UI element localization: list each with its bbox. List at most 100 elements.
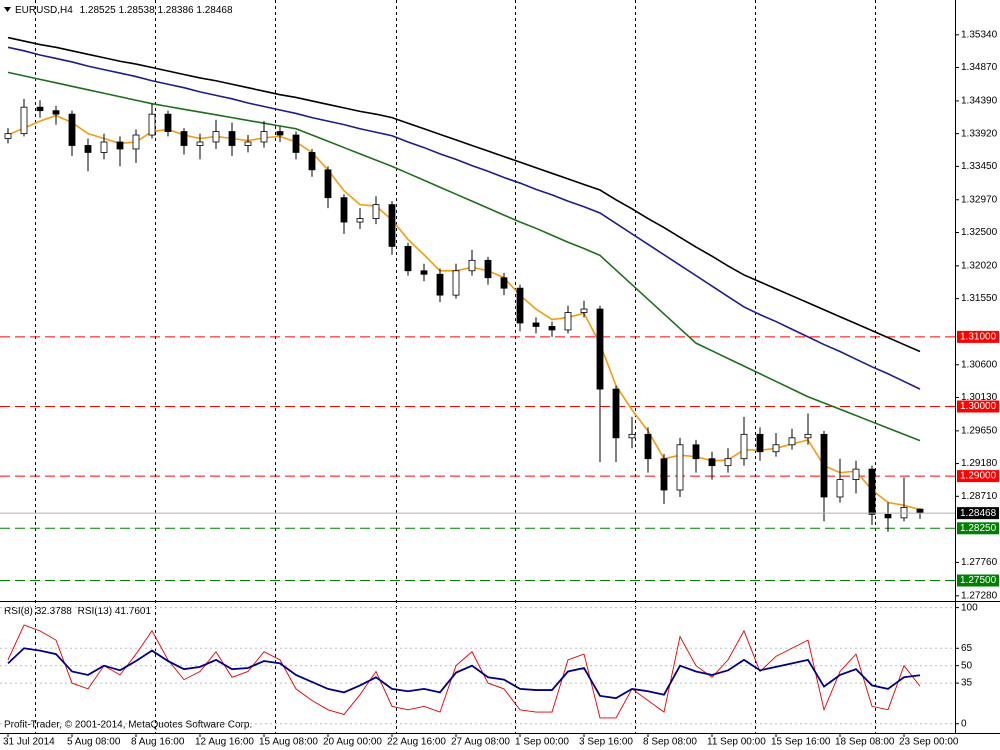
ohlc-open: 1.28525 [80, 5, 117, 16]
candle-body [116, 141, 124, 150]
y-tick-label: 1.29180 [961, 458, 998, 469]
collapse-icon [4, 7, 11, 12]
candle-body [724, 458, 732, 467]
candle-body [372, 204, 380, 219]
candle-body [836, 479, 844, 498]
candle-body [196, 141, 204, 146]
candle-body [164, 113, 172, 132]
candle-body [52, 110, 60, 115]
current-price-box [957, 507, 999, 520]
x-tick-label: 8 Aug 16:00 [131, 737, 185, 748]
candle-body [212, 131, 220, 143]
candle-body [788, 437, 796, 446]
ohlc-high: 1.28538 [119, 5, 156, 16]
y-tick-label: 1.30130 [961, 392, 998, 403]
moving-average [7, 36, 921, 353]
candle-body [148, 113, 156, 136]
candle-body [676, 444, 684, 491]
y-tick-label: 1.27760 [961, 557, 998, 568]
x-tick-label: 20 Aug 00:00 [323, 737, 382, 748]
candle-body [772, 444, 780, 453]
candle-body [708, 458, 716, 467]
level-label: 1.28250 [960, 523, 997, 534]
x-tick-label: 23 Sep 00:00 [899, 737, 959, 748]
series-name: RSI(8) [4, 606, 33, 617]
candle-body [548, 326, 556, 331]
candle-body [532, 322, 540, 327]
candle-body [612, 388, 620, 439]
y-tick-label: 50 [961, 660, 973, 671]
x-tick-label: 18 Sep 08:00 [835, 737, 895, 748]
x-tick-label: 5 Aug 08:00 [67, 737, 121, 748]
y-tick-label: 1.32500 [961, 227, 998, 238]
series-value: 32.3788 [36, 606, 73, 617]
candle-body [916, 508, 924, 514]
candle-body [516, 287, 524, 324]
candle-body [692, 444, 700, 460]
candle-body [68, 113, 76, 146]
level-label: 1.27500 [960, 575, 997, 586]
candle-body [356, 218, 364, 223]
candle-body [276, 131, 284, 136]
y-tick-label: 1.34390 [961, 96, 998, 107]
series-value: 41.7601 [115, 606, 152, 617]
series-name: RSI(13) [78, 606, 112, 617]
copyright: Profit-Trader, © 2001-2014, MetaQuotes S… [4, 720, 252, 731]
candle-body [804, 433, 812, 439]
x-tick-label: 31 Jul 2014 [3, 737, 55, 748]
candle-body [756, 433, 764, 453]
level-label: 1.30000 [960, 401, 997, 412]
candle-body [228, 131, 236, 146]
candle-body [84, 145, 92, 153]
level-label-box [957, 400, 999, 413]
candle-body [500, 277, 508, 289]
y-tick-label: 1.30600 [961, 359, 998, 370]
x-tick-label: 22 Aug 16:00 [387, 737, 446, 748]
y-tick-label: 65 [961, 643, 973, 654]
candle-body [436, 273, 444, 296]
candle-body [180, 131, 188, 146]
moving-average [7, 46, 921, 390]
candle-body [420, 270, 428, 275]
moving-average [7, 71, 921, 442]
candle-body [292, 134, 300, 153]
y-tick-label: 1.34870 [961, 62, 998, 73]
y-tick-label: 1.33450 [961, 161, 998, 172]
candle-body [628, 433, 636, 439]
candle-body [100, 141, 108, 153]
period-separators [35, 0, 876, 733]
y-tick-label: 1.29650 [961, 425, 998, 436]
candle-body [4, 133, 12, 139]
candle-body [884, 513, 892, 519]
candle-body [740, 433, 748, 460]
x-tick-label: 1 Sep 00:00 [515, 737, 569, 748]
candle-body [660, 458, 668, 491]
candle-body [388, 204, 396, 247]
x-tick-label: 15 Aug 08:00 [259, 737, 318, 748]
candle-body [852, 468, 860, 480]
candle-body [452, 270, 460, 296]
moving-average [7, 114, 921, 511]
y-tick-label: 0 [961, 718, 967, 729]
chart-header: EURUSD,H4 1.28525 1.28538 1.28386 1.2846… [15, 5, 233, 16]
candle-body [324, 169, 332, 199]
candle-body [36, 106, 44, 112]
candle-body [596, 308, 604, 390]
ohlc-close: 1.28468 [196, 5, 233, 16]
x-tick-label: 12 Aug 16:00 [195, 737, 254, 748]
candle-body [340, 197, 348, 223]
level-label-box [957, 470, 999, 483]
y-tick-label: 1.31550 [961, 293, 998, 304]
x-tick-label: 27 Aug 08:00 [451, 737, 510, 748]
candle-body [644, 433, 652, 460]
candle-body [580, 308, 588, 313]
candle-body [132, 134, 140, 150]
level-label: 1.29000 [960, 471, 997, 482]
y-tick-label: 1.32970 [961, 194, 998, 205]
candle-body [484, 259, 492, 279]
y-tick-label: 1.33920 [961, 128, 998, 139]
rsi-line [7, 647, 921, 700]
